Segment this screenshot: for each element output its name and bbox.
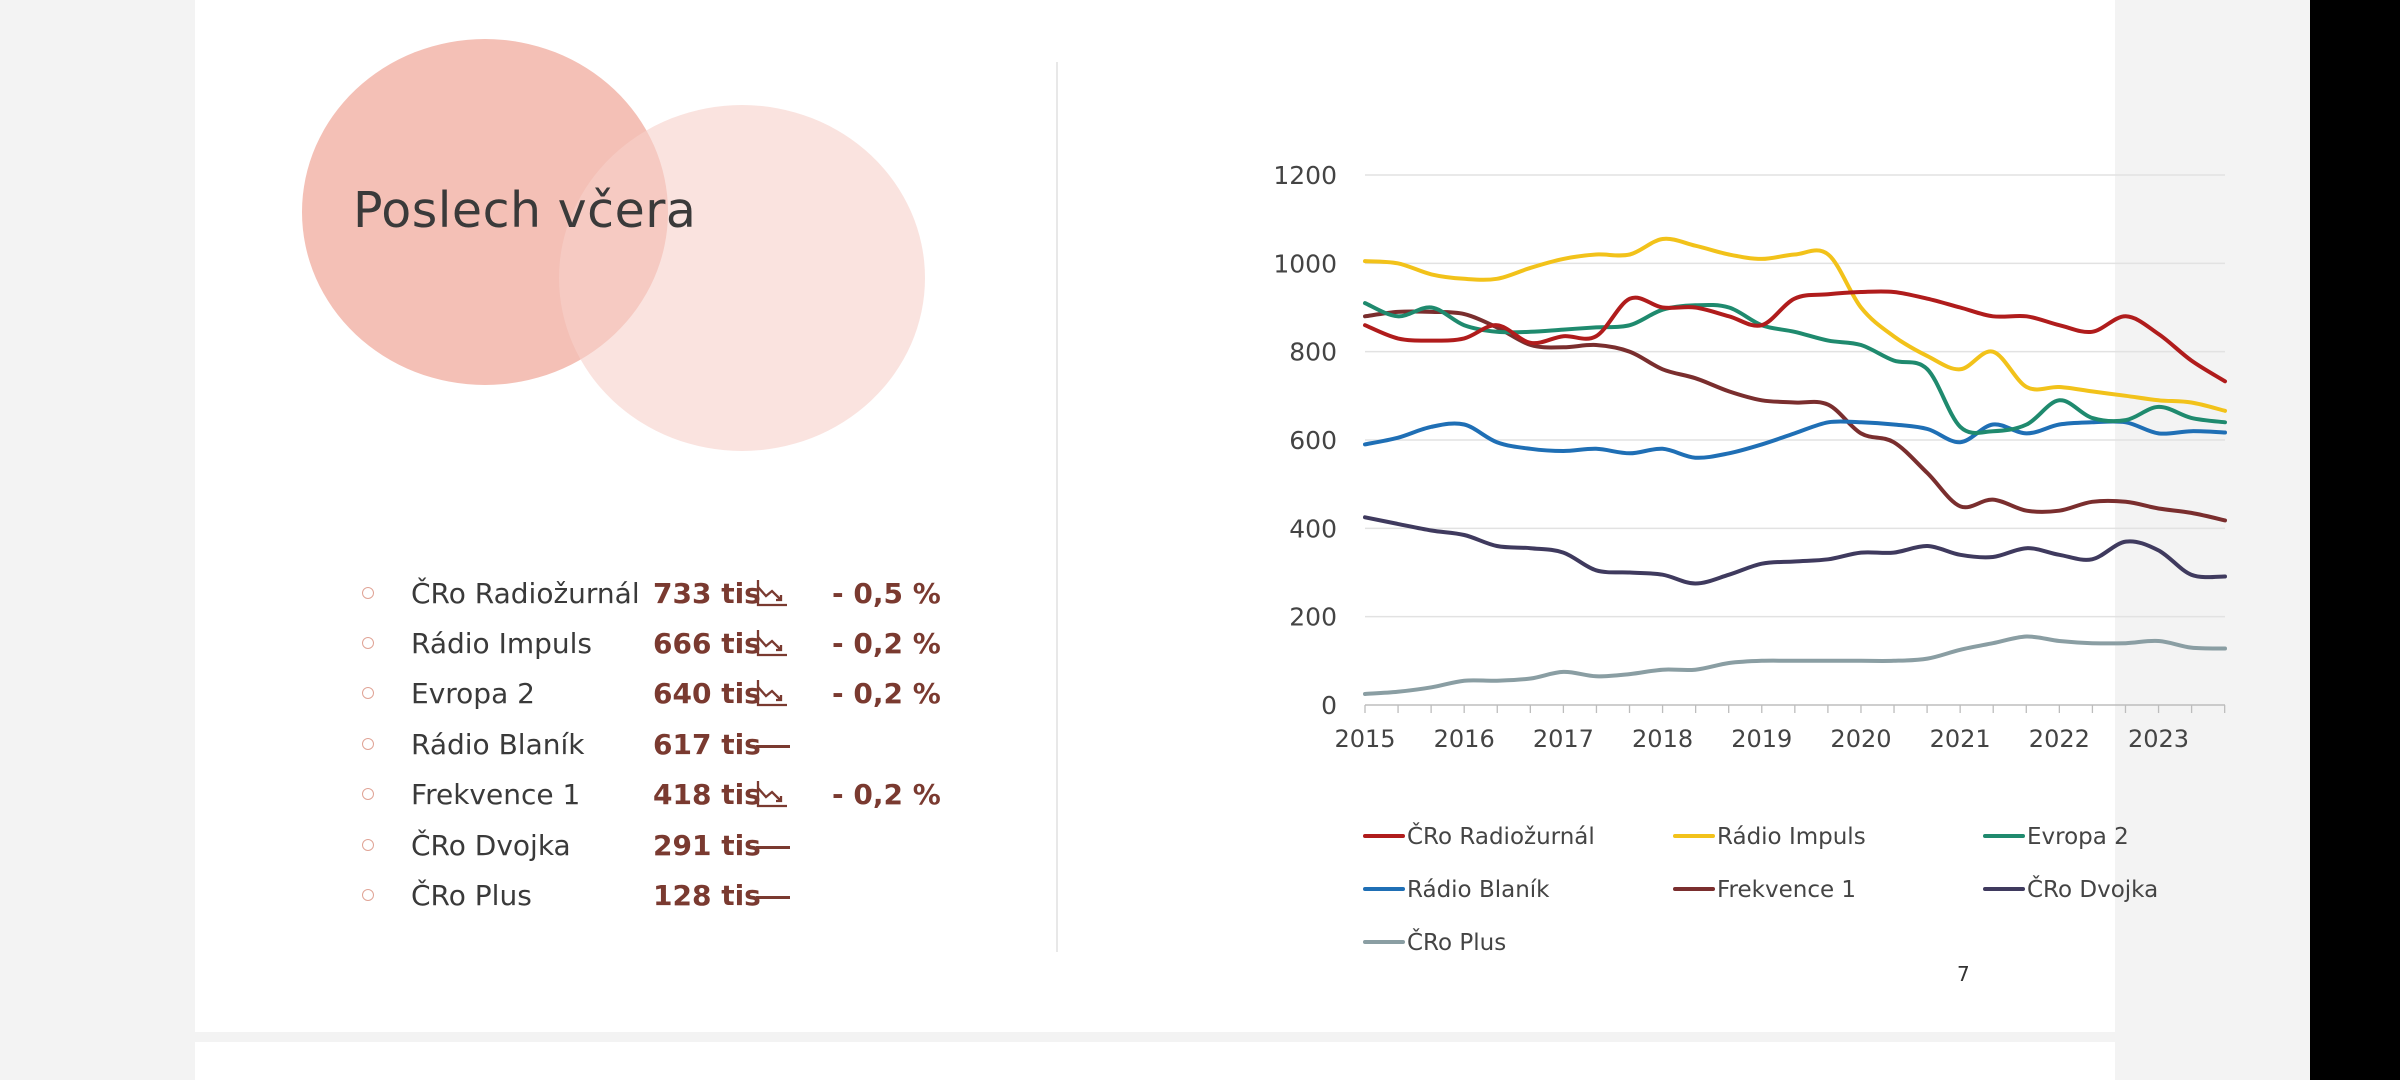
trend-down-icon [756, 680, 787, 707]
station-value: 617 tis [653, 728, 761, 761]
list-item: ČRo Dvojka 291 tis [355, 822, 975, 872]
x-tick-label: 2015 [1334, 725, 1395, 753]
x-tick-label: 2023 [2128, 725, 2189, 753]
station-change: - 0,2 % [832, 627, 941, 660]
list-item: Rádio Blaník 617 tis [355, 721, 975, 771]
series-line [1363, 634, 2227, 696]
bullet-icon [362, 839, 374, 851]
trend-down-icon [756, 580, 787, 607]
x-tick-label: 2017 [1533, 725, 1594, 753]
station-name: Rádio Impuls [411, 627, 593, 660]
station-value: 128 tis [653, 879, 761, 912]
trend-down-icon [756, 781, 787, 808]
bullet-icon [362, 687, 374, 699]
y-tick-label: 200 [1289, 603, 1337, 632]
list-item: Frekvence 1 418 tis - 0,2 % [355, 771, 975, 821]
list-item: Rádio Impuls 666 tis - 0,2 % [355, 620, 975, 670]
decorative-circle [559, 105, 925, 451]
list-item: ČRo Plus 128 tis [355, 872, 975, 922]
legend-label: Frekvence 1 [1717, 877, 1856, 903]
station-name: Rádio Blaník [411, 728, 585, 761]
station-name: Frekvence 1 [411, 778, 581, 811]
series-line [1363, 419, 2227, 460]
y-tick-label: 1200 [1273, 161, 1337, 190]
y-tick-label: 600 [1289, 426, 1337, 455]
bullet-icon [362, 587, 374, 599]
page-number: 7 [1957, 962, 1970, 986]
bullet-icon [362, 788, 374, 800]
station-change: - 0,2 % [832, 677, 941, 710]
y-tick-label: 1000 [1273, 249, 1337, 278]
series-line [1363, 309, 2227, 523]
list-item: Evropa 2 640 tis - 0,2 % [355, 670, 975, 720]
x-tick-label: 2022 [2029, 725, 2090, 753]
series-line [1363, 236, 2227, 413]
station-change: - 0,2 % [832, 778, 941, 811]
legend-label: Rádio Blaník [1407, 877, 1550, 903]
series-line [1363, 515, 2227, 586]
bullet-icon [362, 738, 374, 750]
window-edge [2310, 0, 2400, 1080]
trend-flat-icon [756, 846, 790, 849]
y-tick-label: 800 [1289, 338, 1337, 367]
next-slide-preview [195, 1042, 2115, 1080]
station-value: 418 tis [653, 778, 761, 811]
x-tick-label: 2018 [1632, 725, 1693, 753]
station-value: 733 tis [653, 577, 761, 610]
line-chart: 0 200 400 600 800 1000 1200 2015 2016 2017 2018 201… [1273, 161, 2227, 956]
slide: Poslech včera ČRo Radiožurnál 733 tis - … [195, 0, 2227, 1032]
station-name: ČRo Radiožurnál [411, 577, 640, 610]
y-tick-label: 400 [1289, 514, 1337, 543]
station-change: - 0,5 % [832, 577, 941, 610]
station-value: 640 tis [653, 677, 761, 710]
y-tick-label: 0 [1321, 691, 1337, 720]
legend-label: Rádio Impuls [1717, 824, 1866, 850]
x-tick-label: 2020 [1830, 725, 1891, 753]
station-name: ČRo Dvojka [411, 829, 571, 862]
bullet-icon [362, 889, 374, 901]
station-value: 666 tis [653, 627, 761, 660]
trend-flat-icon [756, 896, 790, 899]
trend-down-icon [756, 630, 787, 657]
legend-label: ČRo Dvojka [2027, 875, 2158, 903]
x-tick-label: 2019 [1731, 725, 1792, 753]
trend-flat-icon [756, 745, 790, 748]
legend-label: ČRo Plus [1407, 928, 1506, 956]
x-tick-label: 2016 [1434, 725, 1495, 753]
list-item: ČRo Radiožurnál 733 tis - 0,5 % [355, 570, 975, 620]
x-tick-label: 2021 [1930, 725, 1991, 753]
legend-label: ČRo Radiožurnál [1407, 822, 1595, 850]
station-value: 291 tis [653, 829, 761, 862]
bullet-icon [362, 637, 374, 649]
divider [1056, 62, 1058, 952]
legend-label: Evropa 2 [2027, 824, 2129, 850]
station-name: ČRo Plus [411, 879, 532, 912]
station-name: Evropa 2 [411, 677, 535, 710]
series-line [1363, 301, 2227, 435]
slide-title: Poslech včera [353, 182, 697, 239]
series-line [1363, 289, 2227, 384]
